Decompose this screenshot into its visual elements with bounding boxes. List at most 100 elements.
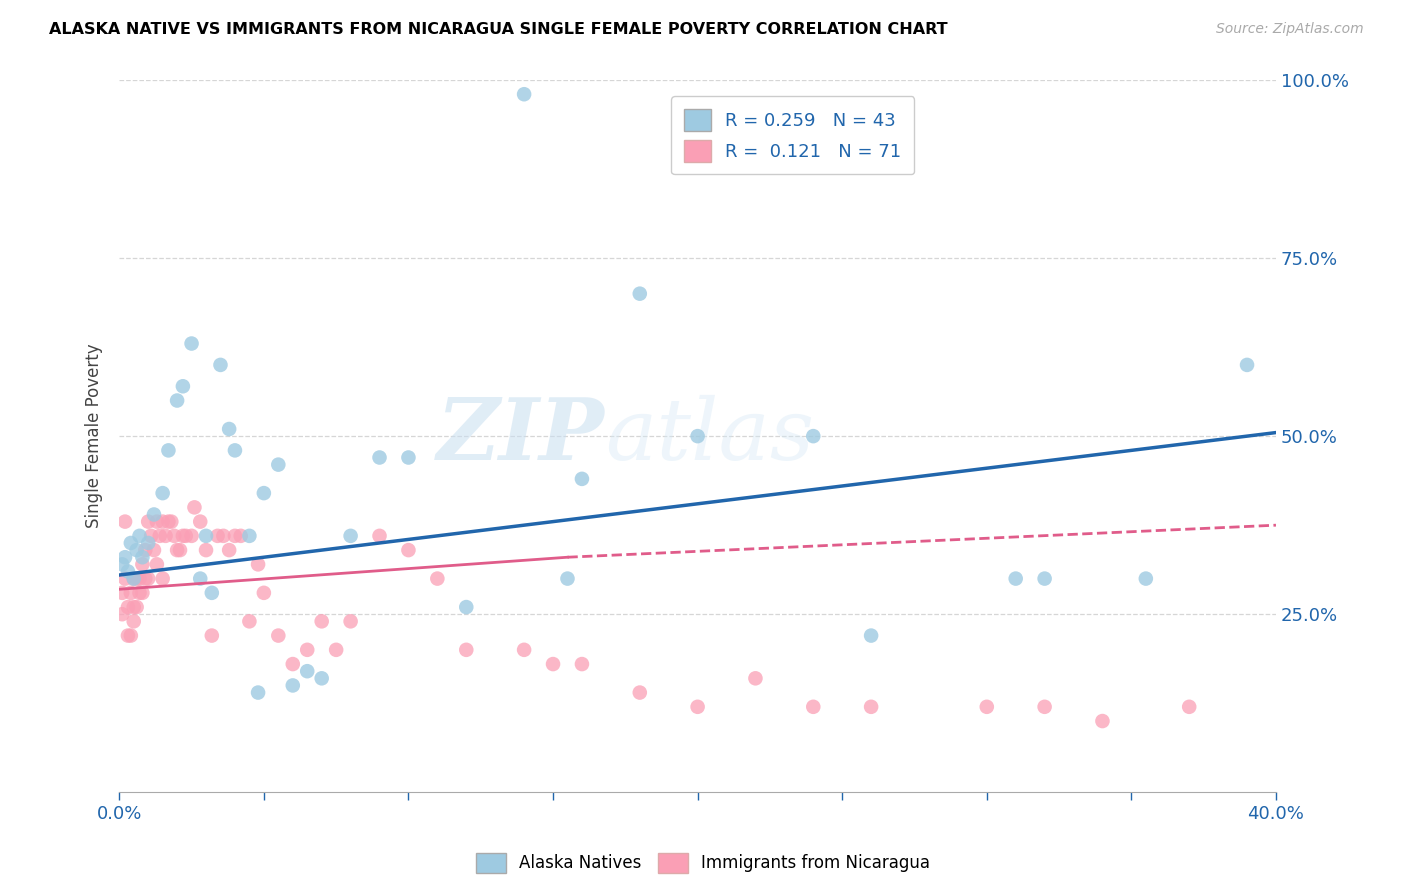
Point — [169, 543, 191, 558]
Point — [253, 586, 276, 600]
Point — [860, 629, 883, 643]
Point — [117, 600, 139, 615]
Point — [201, 629, 224, 643]
Point — [860, 699, 883, 714]
Point — [114, 572, 136, 586]
Point — [111, 607, 134, 622]
Point — [238, 615, 260, 629]
Point — [311, 671, 333, 685]
Point — [1178, 699, 1201, 714]
Point — [172, 379, 194, 393]
Point — [111, 558, 134, 572]
Point — [114, 515, 136, 529]
Point — [174, 529, 197, 543]
Point — [456, 643, 478, 657]
Point — [111, 586, 134, 600]
Point — [281, 678, 304, 692]
Point — [128, 586, 150, 600]
Point — [120, 536, 142, 550]
Point — [513, 643, 536, 657]
Point — [368, 529, 391, 543]
Point — [212, 529, 235, 543]
Point — [201, 586, 224, 600]
Point — [628, 286, 651, 301]
Point — [195, 543, 218, 558]
Point — [128, 572, 150, 586]
Point — [1033, 699, 1056, 714]
Point — [180, 336, 202, 351]
Point — [339, 529, 361, 543]
Point — [117, 629, 139, 643]
Point — [297, 664, 319, 678]
Point — [686, 429, 709, 443]
Point — [801, 429, 824, 443]
Legend: Alaska Natives, Immigrants from Nicaragua: Alaska Natives, Immigrants from Nicaragu… — [470, 847, 936, 880]
Point — [122, 572, 145, 586]
Point — [513, 87, 536, 102]
Point — [146, 515, 169, 529]
Point — [571, 657, 593, 671]
Point — [125, 572, 148, 586]
Point — [976, 699, 998, 714]
Text: ZIP: ZIP — [437, 394, 605, 478]
Point — [120, 629, 142, 643]
Point — [152, 486, 174, 500]
Point — [134, 543, 156, 558]
Point — [207, 529, 229, 543]
Point — [368, 450, 391, 465]
Point — [188, 515, 211, 529]
Y-axis label: Single Female Poverty: Single Female Poverty — [86, 343, 103, 528]
Point — [128, 529, 150, 543]
Point — [152, 572, 174, 586]
Point — [152, 515, 174, 529]
Point — [195, 529, 218, 543]
Point — [139, 529, 162, 543]
Point — [172, 529, 194, 543]
Point — [801, 699, 824, 714]
Point — [311, 615, 333, 629]
Point — [297, 643, 319, 657]
Point — [247, 685, 270, 699]
Point — [267, 458, 290, 472]
Point — [218, 543, 240, 558]
Point — [686, 699, 709, 714]
Point — [247, 558, 270, 572]
Point — [229, 529, 252, 543]
Point — [131, 586, 153, 600]
Point — [136, 536, 159, 550]
Point — [122, 600, 145, 615]
Point — [136, 515, 159, 529]
Point — [120, 586, 142, 600]
Point — [1135, 572, 1157, 586]
Point — [155, 529, 177, 543]
Point — [122, 615, 145, 629]
Point — [163, 529, 186, 543]
Point — [426, 572, 449, 586]
Point — [183, 500, 205, 515]
Point — [325, 643, 347, 657]
Point — [157, 515, 180, 529]
Legend: R = 0.259   N = 43, R =  0.121   N = 71: R = 0.259 N = 43, R = 0.121 N = 71 — [671, 96, 914, 175]
Text: ALASKA NATIVE VS IMMIGRANTS FROM NICARAGUA SINGLE FEMALE POVERTY CORRELATION CHA: ALASKA NATIVE VS IMMIGRANTS FROM NICARAG… — [49, 22, 948, 37]
Point — [339, 615, 361, 629]
Point — [456, 600, 478, 615]
Point — [218, 422, 240, 436]
Point — [131, 558, 153, 572]
Point — [143, 543, 166, 558]
Point — [188, 572, 211, 586]
Point — [267, 629, 290, 643]
Text: atlas: atlas — [605, 395, 814, 477]
Point — [281, 657, 304, 671]
Point — [238, 529, 260, 543]
Point — [744, 671, 766, 685]
Point — [541, 657, 564, 671]
Text: Source: ZipAtlas.com: Source: ZipAtlas.com — [1216, 22, 1364, 37]
Point — [209, 358, 232, 372]
Point — [1033, 572, 1056, 586]
Point — [149, 529, 172, 543]
Point — [1236, 358, 1258, 372]
Point — [628, 685, 651, 699]
Point — [224, 529, 246, 543]
Point — [224, 443, 246, 458]
Point — [125, 600, 148, 615]
